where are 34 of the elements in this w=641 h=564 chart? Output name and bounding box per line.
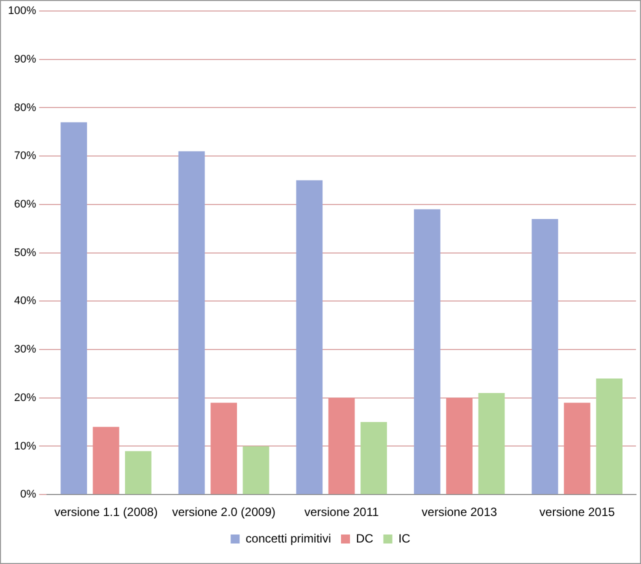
bar [242, 446, 270, 494]
bar [296, 180, 323, 494]
y-tick-label: 50% [14, 246, 36, 259]
bar [596, 378, 623, 494]
bar [360, 422, 387, 494]
bar [125, 451, 152, 494]
x-tick-label: versione 2015 [539, 505, 616, 520]
bar [210, 402, 237, 494]
bar [92, 426, 120, 494]
bar [446, 398, 473, 494]
bar [564, 402, 590, 494]
y-tick-label: 40% [14, 295, 36, 308]
y-tick-label: 60% [14, 198, 36, 210]
bar [178, 151, 205, 494]
y-tick-label: 80% [14, 102, 36, 114]
y-tick-label: 10% [14, 440, 36, 452]
legend-label: IC [398, 531, 411, 546]
bar [328, 398, 355, 494]
bar [532, 218, 558, 494]
y-tick-label: 70% [14, 150, 36, 162]
x-tick-label: versione 1.1 (2008) [54, 505, 158, 520]
y-tick-label: 0% [20, 488, 36, 501]
x-tick-label: versione 2011 [304, 505, 380, 520]
x-tick-label: versione 2.0 (2009) [172, 505, 276, 520]
y-tick-label: 100% [8, 5, 36, 18]
bar [414, 209, 440, 494]
bar [478, 393, 505, 494]
legend-label: concetti primitivi [246, 531, 332, 546]
y-tick-label: 20% [14, 392, 36, 404]
x-tick-label: versione 2013 [422, 505, 498, 520]
legend-label: DC [356, 531, 374, 546]
y-tick-label: 90% [14, 53, 36, 66]
y-tick-label: 30% [14, 344, 36, 356]
bar [60, 122, 88, 494]
